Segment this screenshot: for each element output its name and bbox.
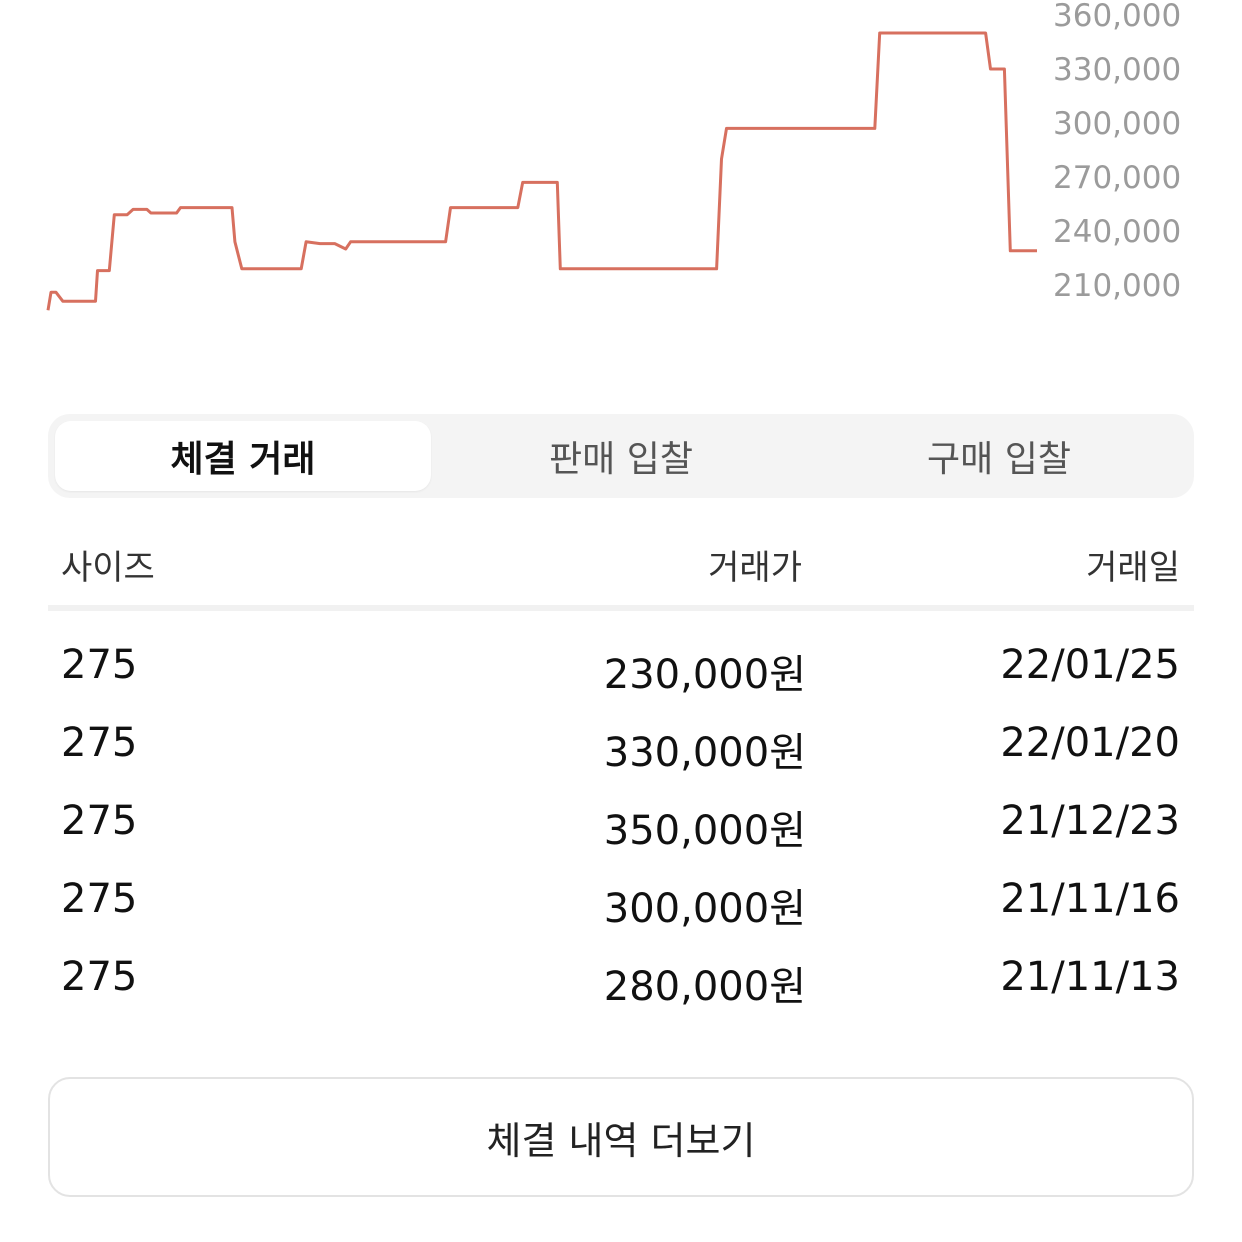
header-price: 거래가 (708, 548, 802, 588)
y-tick-label: 330,000 (1053, 52, 1181, 88)
price-history-chart-svg: 360,000 330,000 300,000 270,000 240,000 210,0… (46, 0, 1181, 311)
row-date: 22/01/25 (1000, 642, 1180, 688)
y-tick-label: 300,000 (1053, 106, 1181, 142)
table-row: 275 330,000원 22/01/20 (48, 708, 1194, 786)
table-row: 275 300,000원 21/11/16 (48, 864, 1194, 942)
header-date: 거래일 (1086, 548, 1180, 588)
row-date: 21/12/23 (1000, 798, 1180, 844)
header-size: 사이즈 (61, 548, 155, 588)
y-tick-label: 270,000 (1053, 160, 1181, 196)
row-price: 350,000원 (603, 808, 806, 854)
row-date: 21/11/16 (1000, 876, 1180, 922)
y-tick-label: 360,000 (1053, 0, 1181, 34)
trade-table-body: 275 230,000원 22/01/25 275 330,000원 22/01… (48, 630, 1194, 1020)
tab-completed-trades[interactable]: 체결 거래 (55, 421, 431, 491)
row-price: 330,000원 (603, 730, 806, 776)
row-price: 280,000원 (603, 964, 806, 1010)
row-price: 300,000원 (603, 886, 806, 932)
tab-buy-bids[interactable]: 구매 입찰 (927, 439, 1071, 480)
row-size: 275 (61, 720, 138, 766)
price-history-chart: 360,000 330,000 300,000 270,000 240,000 210,0… (0, 0, 1242, 330)
table-row: 275 350,000원 21/12/23 (48, 786, 1194, 864)
row-size: 275 (61, 642, 138, 688)
row-price: 230,000원 (603, 652, 806, 698)
row-size: 275 (61, 798, 138, 844)
table-row: 275 230,000원 22/01/25 (48, 630, 1194, 708)
row-date: 22/01/20 (1000, 720, 1180, 766)
row-date: 21/11/13 (1000, 954, 1180, 1000)
table-row: 275 280,000원 21/11/13 (48, 942, 1194, 1020)
trade-table-header: 사이즈 거래가 거래일 (48, 530, 1194, 611)
view-more-trades-button[interactable]: 체결 내역 더보기 (48, 1077, 1194, 1197)
row-size: 275 (61, 876, 138, 922)
trade-type-tabs: 체결 거래 판매 입찰 구매 입찰 (48, 414, 1194, 498)
tab-sell-bids[interactable]: 판매 입찰 (549, 439, 693, 480)
row-size: 275 (61, 954, 138, 1000)
y-tick-label: 210,000 (1053, 268, 1181, 304)
price-series-line (46, 31, 1037, 311)
y-tick-label: 240,000 (1053, 214, 1181, 250)
